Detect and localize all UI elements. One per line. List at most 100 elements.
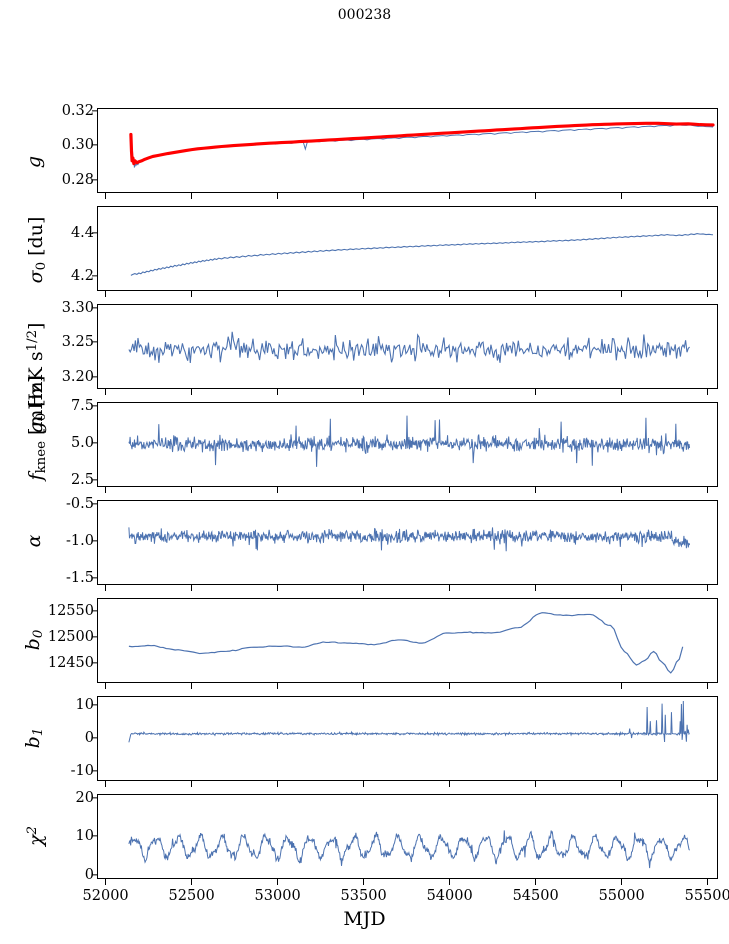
x-tickmark-stub	[621, 389, 623, 395]
x-tickmark-stub	[707, 487, 709, 493]
x-tickmark	[362, 879, 365, 885]
x-tickmark-stub	[104, 389, 107, 395]
x-tickmark-stub	[190, 291, 193, 297]
x-tickmark-stub	[362, 781, 365, 787]
x-tickmark-stub	[448, 389, 451, 395]
x-tickmark-stub	[276, 193, 279, 199]
x-tickmark-stub	[535, 781, 537, 787]
panel-chi2-plot	[128, 830, 691, 869]
x-tick-label: 55000	[598, 888, 645, 904]
ylabel-g: g	[23, 155, 45, 169]
x-tick-label: 55500	[684, 888, 729, 904]
x-tickmark-stub	[707, 193, 709, 199]
x-tickmark-stub	[104, 585, 107, 591]
ytickmark	[92, 442, 97, 444]
x-tickmark-stub	[362, 389, 365, 395]
x-tickmark-stub	[276, 585, 279, 591]
ytick-fknee-1: 5.0	[70, 434, 94, 451]
ytickmark	[92, 405, 97, 407]
x-tickmark-stub	[448, 193, 451, 199]
series-b0	[128, 612, 684, 674]
x-tickmark-stub	[621, 291, 623, 297]
panel-g0	[97, 304, 718, 389]
ytickmark	[92, 797, 97, 799]
x-tick-label: 54000	[426, 888, 473, 904]
x-tick-label: 52000	[82, 888, 129, 904]
ytick-g-1: 0.30	[61, 136, 94, 153]
x-tickmark-stub	[276, 487, 279, 493]
ytickmark	[92, 770, 97, 772]
x-tickmark-stub	[535, 389, 537, 395]
x-tickmark-stub	[104, 487, 107, 493]
ytickmark	[92, 636, 97, 638]
x-axis-label: MJD	[343, 908, 386, 930]
ylabel-chi2: χ2	[25, 826, 47, 846]
ytickmark	[92, 232, 97, 234]
x-tickmark-stub	[535, 291, 537, 297]
ytick-g0-1: 3.25	[61, 333, 94, 350]
x-tickmark-stub	[104, 683, 107, 689]
ylabel-sigma0: σ0 [du]	[25, 216, 49, 284]
ytick-b0-1: 12500	[47, 628, 94, 645]
ytick-g0-2: 3.20	[61, 368, 94, 385]
x-tickmark-stub	[621, 193, 623, 199]
series-g-fit	[129, 121, 715, 166]
x-tickmark-stub	[190, 781, 193, 787]
ytickmark	[92, 737, 97, 739]
panel-b0	[97, 598, 718, 683]
panel-alpha	[97, 500, 718, 585]
x-tickmark-stub	[362, 291, 365, 297]
ytick-sigma0-1: 4.2	[70, 267, 94, 284]
series-alpha	[128, 527, 691, 552]
ytick-alpha-1: -1.0	[66, 532, 94, 549]
x-tickmark	[707, 879, 709, 885]
x-tickmark-stub	[276, 683, 279, 689]
x-tickmark-stub	[707, 585, 709, 591]
ytickmark	[92, 610, 97, 612]
panel-g	[97, 108, 718, 193]
panel-fknee	[97, 402, 718, 487]
x-tickmark-stub	[190, 585, 193, 591]
ytick-b1-2: -10	[70, 762, 94, 779]
x-tickmark-stub	[362, 193, 365, 199]
ytick-fknee-2: 2.5	[70, 471, 94, 488]
series-chi2	[128, 830, 691, 869]
panel-b1	[97, 696, 718, 781]
ytickmark	[92, 341, 97, 343]
ytick-fknee-0: 7.5	[70, 397, 94, 414]
x-tickmark-stub	[362, 585, 365, 591]
ytickmark	[92, 662, 97, 664]
ytick-b0-2: 12450	[47, 654, 94, 671]
panel-fknee-plot	[128, 415, 691, 467]
ytick-g0-0: 3.30	[61, 299, 94, 316]
x-tickmark-stub	[104, 781, 107, 787]
series-sigma0	[130, 233, 714, 276]
x-tickmark-stub	[276, 389, 279, 395]
panel-g-plot	[129, 121, 715, 168]
ytickmark	[92, 704, 97, 706]
x-tick-label: 54500	[512, 888, 559, 904]
ytickmark	[92, 275, 97, 277]
x-tickmark	[104, 879, 107, 885]
x-tickmark-stub	[104, 291, 107, 297]
ytick-sigma0-0: 4.4	[70, 224, 94, 241]
x-tickmark-stub	[276, 781, 279, 787]
series-fknee	[128, 415, 691, 467]
x-tickmark-stub	[276, 291, 279, 297]
panel-sigma0-plot	[130, 233, 714, 276]
ytickmark	[92, 835, 97, 837]
x-tickmark-stub	[362, 487, 365, 493]
x-tickmark-stub	[190, 389, 193, 395]
ytick-b0-0: 12550	[47, 602, 94, 619]
ylabel-b1: b1	[22, 727, 46, 749]
panel-sigma0	[97, 206, 718, 291]
x-tickmark-stub	[535, 585, 537, 591]
x-tickmark-stub	[707, 781, 709, 787]
x-tick-label: 53500	[340, 888, 387, 904]
x-tickmark-stub	[104, 193, 107, 199]
ytickmark	[92, 110, 97, 112]
x-tickmark-stub	[621, 781, 623, 787]
x-tickmark-stub	[707, 291, 709, 297]
ytickmark	[92, 144, 97, 146]
